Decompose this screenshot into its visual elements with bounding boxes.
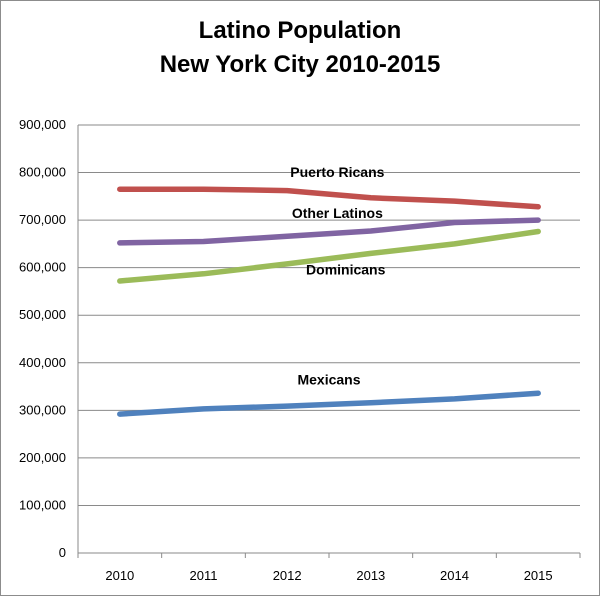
x-tick-label: 2013 bbox=[356, 568, 385, 583]
y-tick-label: 300,000 bbox=[19, 402, 66, 417]
x-tick-label: 2012 bbox=[273, 568, 302, 583]
y-tick-label: 800,000 bbox=[19, 165, 66, 180]
axes bbox=[77, 125, 581, 558]
x-tick-label: 2014 bbox=[440, 568, 469, 583]
y-tick-label: 500,000 bbox=[19, 307, 66, 322]
y-tick-label: 600,000 bbox=[19, 260, 66, 275]
series-lines bbox=[117, 186, 541, 417]
series-line-dominicans bbox=[117, 228, 541, 284]
series-label-other-latinos: Other Latinos bbox=[292, 205, 383, 221]
tick-labels: 0 100,000 200,000 300,000 400,000 500,000 600,… bbox=[19, 117, 553, 583]
series-label-puerto-ricans: Puerto Ricans bbox=[290, 164, 384, 180]
y-tick-label: 200,000 bbox=[19, 450, 66, 465]
y-tick-label: 700,000 bbox=[19, 212, 66, 227]
x-tick-label: 2015 bbox=[524, 568, 553, 583]
chart-title-line-2: New York City 2010-2015 bbox=[159, 51, 441, 78]
y-tick-label: 100,000 bbox=[19, 497, 66, 512]
series-line-other-latinos bbox=[117, 217, 541, 246]
gridlines bbox=[78, 124, 580, 506]
chart-title-line-1: Latino Population bbox=[198, 17, 402, 44]
x-tick-label: 2010 bbox=[105, 568, 134, 583]
series-line-puerto-ricans bbox=[117, 186, 541, 210]
y-tick-label: 0 bbox=[59, 545, 66, 560]
series-line-mexicans bbox=[117, 390, 541, 417]
series-label-mexicans: Mexicans bbox=[297, 371, 360, 387]
y-tick-label: 400,000 bbox=[19, 355, 66, 370]
x-tick-label: 2011 bbox=[190, 568, 218, 583]
series-labels: Puerto Ricans Other Latinos Dominicans Mexi… bbox=[290, 164, 385, 387]
series-label-dominicans: Dominicans bbox=[306, 262, 386, 278]
chart-title: Latino Population New York City 2010-201… bbox=[0, 14, 600, 82]
y-tick-label: 900,000 bbox=[19, 117, 66, 132]
